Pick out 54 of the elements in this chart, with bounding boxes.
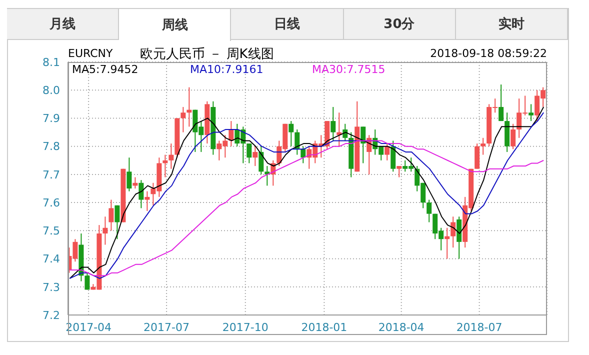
chart-title: 欧元人民币 － 周K线图: [140, 46, 274, 63]
candlestick: [480, 137, 486, 156]
x-tick-label: 2017-04: [66, 320, 112, 334]
text: MA30:7.7515: [312, 63, 386, 76]
text: 周线: [162, 17, 188, 34]
candlestick: [498, 84, 504, 122]
candlestick: [396, 166, 402, 178]
x-tick-label: 2017-07: [144, 320, 190, 334]
candlestick: [456, 216, 462, 260]
text: 日线: [274, 16, 300, 33]
x-tick-label: 2018-04: [378, 320, 424, 334]
y-tick-label: 7.8: [42, 140, 60, 154]
candlestick: [300, 146, 306, 164]
y-tick-label: 7.3: [42, 280, 60, 294]
y-tick-label: 7.2: [42, 308, 60, 322]
candlestick: [138, 180, 144, 209]
candlestick: [384, 143, 390, 161]
candlestick: [528, 104, 534, 122]
x-tick-label: 2018-07: [456, 320, 502, 334]
candlestick: [180, 106, 186, 133]
y-tick-label: 7.4: [42, 252, 60, 266]
text: 2018-09-18 08:59:22: [430, 47, 547, 60]
y-tick-label: 7.7: [42, 168, 60, 182]
candlestick: [252, 146, 258, 167]
text: 月线: [50, 16, 76, 33]
candlestick: [246, 143, 252, 164]
y-tick-label: 8.1: [42, 56, 60, 69]
candlestick: [390, 140, 396, 172]
candlestick: [510, 123, 516, 150]
candlestick: [114, 204, 120, 240]
candlestick: [474, 143, 480, 170]
x-tick-label: 2017-10: [222, 320, 268, 334]
candlestick: [426, 199, 432, 223]
y-tick-label: 7.6: [42, 196, 60, 210]
candlestick: [84, 272, 90, 290]
candlestick: [102, 216, 108, 246]
y-tick-label: 8.0: [42, 84, 60, 98]
text: MA5:7.9452: [72, 63, 140, 76]
candlestick: [330, 106, 336, 142]
text: 30分: [384, 16, 415, 33]
candlestick: [450, 216, 456, 248]
y-tick-label: 7.9: [42, 112, 60, 126]
x-tick-label: 2018-01: [301, 320, 348, 334]
text: 实时: [498, 16, 524, 33]
candlestick: [264, 166, 270, 186]
candlestick: [360, 126, 366, 164]
text: EURCNY: [68, 47, 113, 60]
candlestick: [108, 199, 114, 232]
text: MA10:7.9161: [190, 63, 264, 76]
candlestick: [288, 120, 294, 147]
candlestick: [168, 143, 174, 170]
candlestick: [126, 157, 132, 192]
y-tick-label: 7.5: [42, 224, 60, 238]
candlestick: [258, 146, 264, 175]
